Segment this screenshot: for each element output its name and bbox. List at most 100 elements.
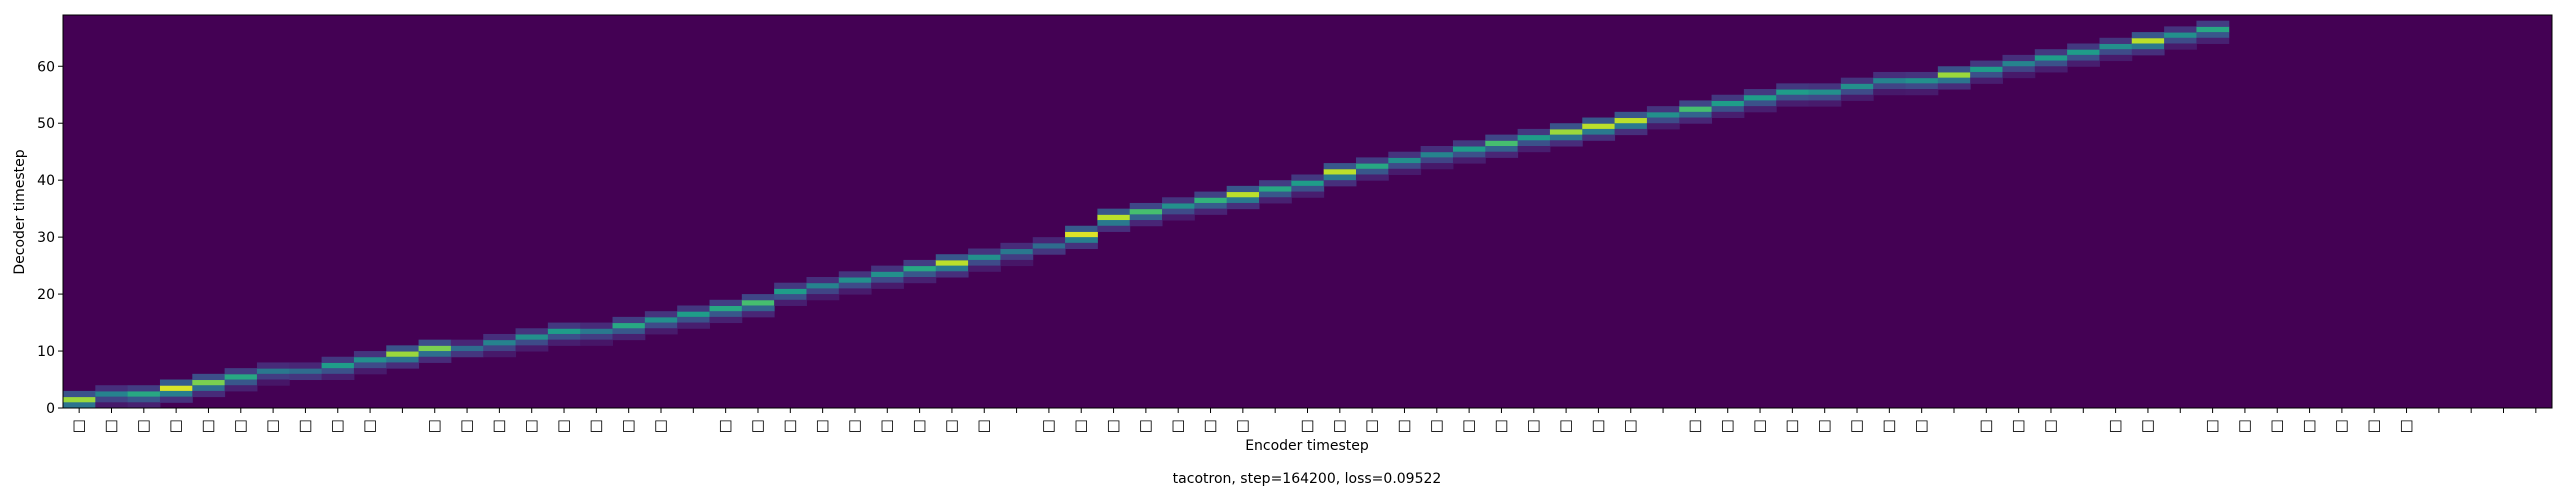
attention-spread-cell xyxy=(1194,202,1228,210)
attention-peak-cell xyxy=(741,299,775,306)
x-tick-glyph: □ xyxy=(1915,416,1929,434)
attention-peak-cell xyxy=(1032,242,1066,250)
attention-peak-cell xyxy=(580,328,614,335)
x-tick-glyph: □ xyxy=(1882,416,1896,434)
attention-spread-cell xyxy=(353,362,387,369)
attention-peak-cell xyxy=(418,345,452,352)
attention-spread-cell xyxy=(547,333,581,341)
attention-spread-cell xyxy=(2067,43,2100,50)
attention-spread-cell xyxy=(871,265,904,272)
attention-peak-cell xyxy=(386,351,420,358)
x-tick-glyph: □ xyxy=(1106,416,1120,434)
x-tick-glyph: □ xyxy=(1397,416,1411,434)
attention-spread-cell xyxy=(1259,180,1292,187)
attention-peak-cell xyxy=(1485,140,1519,147)
attention-spread-cell xyxy=(1808,94,1842,101)
attention-spread-cell xyxy=(256,373,290,381)
attention-peak-cell xyxy=(838,277,872,284)
attention-peak-cell xyxy=(1065,231,1098,238)
x-tick-glyph: □ xyxy=(1203,416,1217,434)
attention-peak-cell xyxy=(1097,214,1131,221)
attention-spread-cell xyxy=(127,385,161,392)
attention-peak-cell xyxy=(1679,106,1713,113)
x-tick-glyph: □ xyxy=(913,416,927,434)
attention-spread-cell xyxy=(741,294,775,301)
attention-spread-cell xyxy=(806,288,840,295)
attention-spread-cell xyxy=(224,379,258,386)
attention-spread-cell xyxy=(2196,32,2230,39)
attention-spread-cell xyxy=(483,345,517,352)
x-tick-glyph: □ xyxy=(169,416,183,434)
attention-spread-cell xyxy=(2099,37,2133,44)
x-tick-glyph: □ xyxy=(622,416,636,434)
x-tick-glyph: □ xyxy=(1300,416,1314,434)
x-tick-glyph: □ xyxy=(363,416,377,434)
attention-peak-cell xyxy=(709,305,743,312)
attention-peak-cell xyxy=(256,368,290,375)
x-tick-glyph: □ xyxy=(298,416,312,434)
x-tick-glyph: □ xyxy=(654,416,668,434)
attention-spread-cell xyxy=(1776,94,1810,101)
attention-spread-cell xyxy=(1485,146,1519,153)
attention-spread-cell xyxy=(935,265,969,272)
attention-spread-cell xyxy=(2099,54,2133,62)
attention-peak-cell xyxy=(1259,185,1292,193)
attention-spread-cell xyxy=(224,385,258,392)
attention-peak-cell xyxy=(1000,248,1034,255)
x-tick-glyph: □ xyxy=(1171,416,1185,434)
attention-spread-cell xyxy=(1000,259,1034,267)
attention-spread-cell xyxy=(1226,185,1260,193)
x-tick-glyph: □ xyxy=(1624,416,1638,434)
x-tick-glyph: □ xyxy=(1074,416,1088,434)
attention-spread-cell xyxy=(1162,197,1195,204)
x-tick-glyph: □ xyxy=(2238,416,2252,434)
attention-spread-cell xyxy=(515,345,549,352)
attention-spread-cell xyxy=(1323,163,1357,170)
x-tick-glyph: □ xyxy=(2270,416,2284,434)
attention-spread-cell xyxy=(1937,83,1971,90)
attention-spread-cell xyxy=(1582,134,1616,141)
attention-spread-cell xyxy=(1840,89,1874,96)
x-tick-glyph: □ xyxy=(1462,416,1476,434)
attention-spread-cell xyxy=(1065,237,1098,244)
attention-spread-cell xyxy=(871,277,904,284)
attention-spread-cell xyxy=(95,385,129,392)
attention-spread-cell xyxy=(2196,37,2230,44)
attention-spread-cell xyxy=(1679,117,1713,124)
attention-spread-cell xyxy=(1743,106,1777,113)
attention-spread-cell xyxy=(1065,225,1098,232)
attention-spread-cell xyxy=(1259,197,1292,204)
x-tick-glyph: □ xyxy=(331,416,345,434)
attention-peak-cell xyxy=(321,362,355,369)
attention-peak-cell xyxy=(2002,60,2036,67)
attention-spread-cell xyxy=(1420,163,1454,170)
attention-spread-cell xyxy=(774,299,807,306)
attention-spread-cell xyxy=(1291,185,1325,193)
attention-spread-cell xyxy=(353,351,387,358)
x-tick-glyph: □ xyxy=(1559,416,1573,434)
attention-peak-cell xyxy=(903,265,937,272)
x-tick-glyph: □ xyxy=(1753,416,1767,434)
attention-peak-cell xyxy=(1840,83,1874,90)
x-axis: □ □ □ □ □ □ □ □ □ □ □ □ □ □ □ □ □ □ □ □ □ □ □ □ □ □ □ □ □ □ □ □ □ □ □ □ □ □ □ □… xyxy=(72,408,2537,434)
attention-peak-cell xyxy=(1873,77,1906,84)
attention-spread-cell xyxy=(935,271,969,278)
attention-spread-cell xyxy=(1776,83,1810,90)
attention-spread-cell xyxy=(2164,37,2197,44)
attention-spread-cell xyxy=(1097,220,1131,227)
x-tick-glyph: □ xyxy=(1721,416,1735,434)
attention-peak-cell xyxy=(1129,208,1163,215)
attention-spread-cell xyxy=(159,396,193,403)
attention-spread-cell xyxy=(580,339,614,346)
attention-spread-cell xyxy=(935,254,969,261)
attention-spread-cell xyxy=(2164,26,2197,33)
attention-spread-cell xyxy=(483,351,517,358)
attention-spread-cell xyxy=(95,402,129,409)
attention-spread-cell xyxy=(63,390,96,398)
attention-spread-cell xyxy=(1452,140,1486,147)
attention-spread-cell xyxy=(353,368,387,375)
x-tick-glyph: □ xyxy=(2044,416,2058,434)
attention-spread-cell xyxy=(1549,123,1583,130)
attention-spread-cell xyxy=(1840,77,1874,84)
attention-spread-cell xyxy=(1517,140,1551,147)
